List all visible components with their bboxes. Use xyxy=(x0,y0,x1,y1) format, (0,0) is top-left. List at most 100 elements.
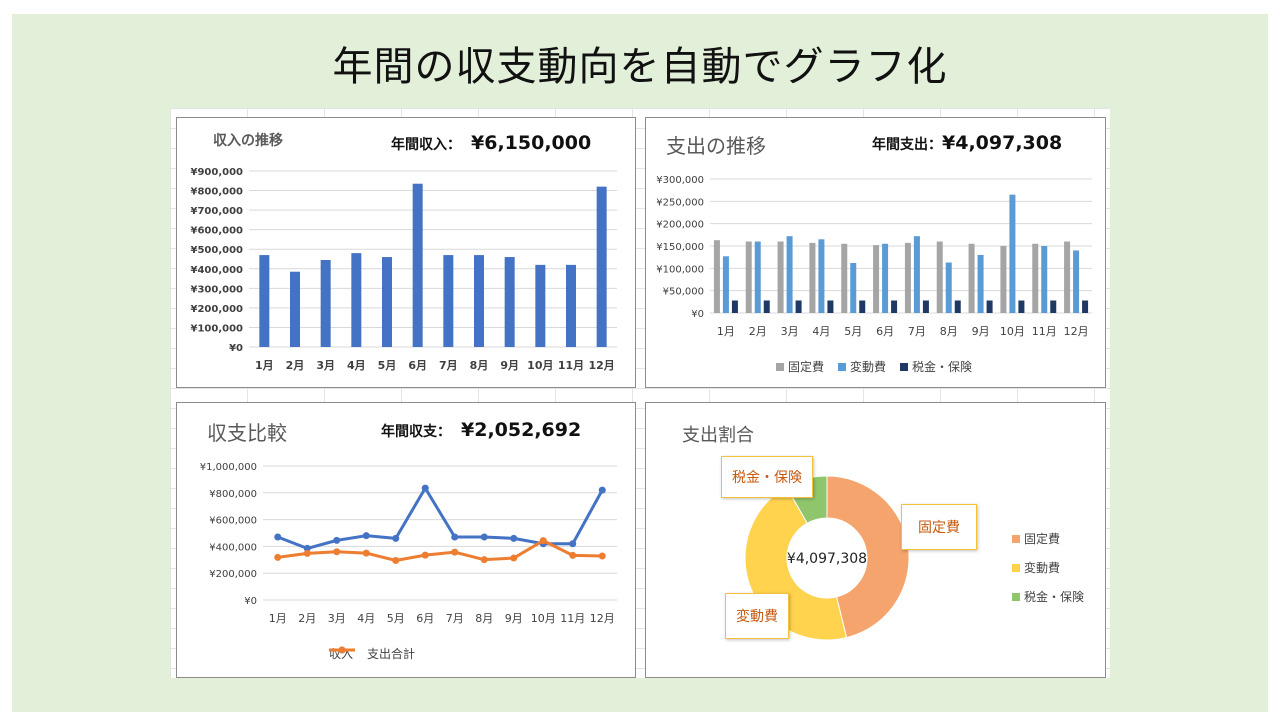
income-chart-title: 収入の推移 xyxy=(213,133,283,149)
x-tick-label: 10月 xyxy=(1000,325,1025,338)
ratio-swatch-tax xyxy=(1012,592,1020,601)
y-tick-label: ¥800,000 xyxy=(209,489,257,500)
ratio-swatch-variable xyxy=(1012,563,1020,572)
series-point xyxy=(510,534,518,542)
income-bar xyxy=(290,271,300,347)
x-tick-label: 2月 xyxy=(298,612,316,625)
income-bar xyxy=(474,255,484,347)
expense-bar xyxy=(882,243,889,313)
income-bar xyxy=(351,253,362,347)
x-tick-label: 1月 xyxy=(269,612,287,625)
expense-bar xyxy=(731,300,738,313)
expense-bar xyxy=(818,239,825,313)
ratio-chart-panel[interactable]: 支出割合 ¥4,097,308 税金・保険 固定費 変動費 固定費 変動費 税金… xyxy=(645,402,1106,678)
income-total: 年間収入： ¥6,150,000 xyxy=(391,132,591,154)
income-bar xyxy=(596,186,607,347)
expense-bar xyxy=(745,241,752,313)
expense-bar xyxy=(827,300,834,313)
income-bar xyxy=(320,259,331,347)
x-tick-label: 9月 xyxy=(505,612,523,625)
series-point xyxy=(510,554,518,562)
legend-item-tax: 税金・保険 xyxy=(900,358,972,375)
balance-line-chart: ¥0 ¥200,000 ¥400,000 ¥600,000 ¥800,000 ¥1,000… xyxy=(200,462,617,625)
expense-bar xyxy=(904,242,911,313)
y-tick-label: ¥250,000 xyxy=(656,197,704,208)
y-tick-label: ¥400,000 xyxy=(190,265,243,276)
expense-bar xyxy=(1064,241,1071,313)
y-tick-label: ¥900,000 xyxy=(190,167,243,178)
x-tick-label: 6月 xyxy=(876,325,894,338)
x-tick-label: 6月 xyxy=(416,612,434,625)
expense-bar xyxy=(936,241,943,313)
balance-chart-title: 収支比較 xyxy=(207,421,287,445)
balance-chart-panel[interactable]: 収支比較 年間収支： ¥2,052,692 ¥0 ¥200,000 ¥400,000 ¥… xyxy=(176,402,636,678)
expense-bar xyxy=(913,236,920,313)
expense-bar xyxy=(713,240,720,313)
balance-legend: 収入 支出合計 xyxy=(329,645,415,662)
x-tick-label: 7月 xyxy=(908,325,926,338)
legend-label-expense-total: 支出合計 xyxy=(367,647,416,661)
x-tick-label: 8月 xyxy=(470,359,489,372)
series-point xyxy=(480,533,488,541)
legend-swatch-tax xyxy=(900,362,909,371)
expense-chart-title: 支出の推移 xyxy=(666,134,766,158)
expense-bar xyxy=(1082,300,1089,313)
series-point xyxy=(362,532,370,540)
income-bar xyxy=(443,255,454,347)
y-tick-label: ¥600,000 xyxy=(190,226,243,237)
y-tick-label: ¥200,000 xyxy=(190,304,243,315)
expense-bar xyxy=(922,300,929,313)
x-tick-label: 4月 xyxy=(812,325,830,338)
x-tick-label: 1月 xyxy=(717,325,735,338)
ratio-chart-title: 支出割合 xyxy=(682,425,754,446)
x-tick-label: 8月 xyxy=(475,612,493,625)
x-tick-label: 3月 xyxy=(328,612,346,625)
y-tick-label: ¥200,000 xyxy=(209,569,257,580)
x-tick-label: 6月 xyxy=(408,359,427,372)
x-tick-label: 9月 xyxy=(500,359,519,372)
x-tick-label: 12月 xyxy=(590,612,615,625)
y-tick-label: ¥700,000 xyxy=(190,206,243,217)
expense-bar xyxy=(945,262,952,313)
income-chart-panel[interactable]: 収入の推移 年間収入： ¥6,150,000 ¥0 ¥100,000 ¥200,000… xyxy=(176,117,636,388)
series-point xyxy=(569,540,577,548)
x-tick-label: 12月 xyxy=(589,359,615,372)
x-tick-label: 11月 xyxy=(560,612,585,625)
legend-item-variable: 変動費 xyxy=(838,358,886,375)
x-tick-label: 10月 xyxy=(531,612,556,625)
expense-bar xyxy=(754,241,761,313)
x-tick-label: 8月 xyxy=(940,325,958,338)
y-tick-label: ¥800,000 xyxy=(190,187,243,198)
income-bar xyxy=(382,257,392,347)
expense-bar xyxy=(968,243,975,313)
y-tick-label: ¥100,000 xyxy=(190,323,243,334)
y-tick-label: ¥50,000 xyxy=(663,287,704,298)
legend-label-variable: 変動費 xyxy=(850,360,887,374)
x-tick-label: 12月 xyxy=(1064,325,1089,338)
x-tick-label: 1月 xyxy=(255,359,274,372)
x-tick-label: 2月 xyxy=(749,325,767,338)
series-line xyxy=(277,486,604,550)
expense-bar-chart: ¥0 ¥50,000 ¥100,000 ¥150,000 ¥200,000 ¥250,00… xyxy=(656,175,1092,338)
y-tick-label: ¥1,000,000 xyxy=(200,462,257,473)
expense-chart-panel[interactable]: 支出の推移 年間支出：¥4,097,308 ¥0 ¥50,000 ¥100,000 ¥… xyxy=(645,117,1106,388)
expense-bar xyxy=(1009,194,1016,313)
income-bar xyxy=(504,257,515,347)
expense-total-value: ¥4,097,308 xyxy=(942,132,1063,154)
ratio-legend-tax: 税金・保険 xyxy=(1012,588,1084,605)
legend-marker-expense-total xyxy=(329,646,355,654)
y-tick-label: ¥0 xyxy=(244,596,257,607)
expense-bar xyxy=(795,300,802,313)
income-total-label: 年間収入： xyxy=(391,137,461,153)
income-bar xyxy=(535,264,546,347)
x-tick-label: 4月 xyxy=(347,359,366,372)
x-tick-label: 11月 xyxy=(1032,325,1057,338)
ratio-legend: 固定費 変動費 税金・保険 xyxy=(1012,530,1084,617)
balance-total-value: ¥2,052,692 xyxy=(461,419,582,441)
x-tick-label: 7月 xyxy=(439,359,458,372)
ratio-legend-label-variable: 変動費 xyxy=(1024,561,1061,575)
expense-bar xyxy=(1000,246,1007,313)
expense-bar xyxy=(986,300,993,313)
legend-item-fixed: 固定費 xyxy=(776,358,824,375)
expense-legend: 固定費 変動費 税金・保険 xyxy=(776,358,972,375)
